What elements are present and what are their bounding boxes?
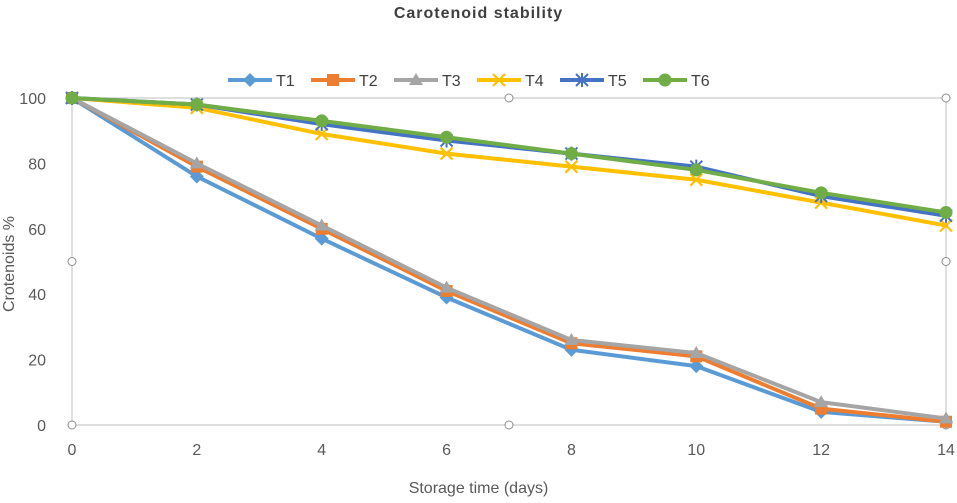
legend-item-t1: T1	[228, 73, 295, 90]
legend-marker	[243, 73, 257, 87]
series-t1	[65, 91, 953, 429]
data-point	[190, 98, 204, 112]
selection-handle	[67, 420, 77, 430]
series-line	[70, 96, 948, 424]
y-tick-label: 40	[28, 287, 46, 304]
chart-title: Carotenoid stability	[393, 5, 564, 22]
data-point	[814, 186, 828, 200]
data-point	[814, 395, 829, 408]
y-tick-label: 0	[37, 418, 46, 435]
legend-item-t4: T4	[477, 73, 544, 90]
series-t3	[65, 91, 953, 424]
selection-handle	[941, 257, 951, 266]
data-point	[314, 231, 329, 246]
data-point	[564, 332, 579, 345]
legend-marker	[492, 73, 506, 87]
y-tick-label: 100	[19, 91, 46, 108]
data-point	[689, 359, 704, 374]
legend-item-t3: T3	[394, 73, 461, 90]
legend-label: T6	[691, 73, 710, 90]
series-t6	[65, 91, 953, 219]
data-point	[564, 147, 578, 161]
selection-handle	[67, 257, 77, 266]
data-point	[440, 130, 454, 144]
series-line	[70, 96, 948, 228]
series-line	[70, 96, 948, 218]
data-point	[689, 172, 704, 187]
x-tick-label: 8	[567, 442, 576, 459]
legend-label: T4	[525, 73, 544, 90]
y-tick-label: 80	[28, 156, 46, 173]
x-axis-label: Storage time (days)	[408, 480, 549, 497]
y-tick-label: 60	[28, 222, 46, 239]
x-tick-label: 4	[317, 442, 326, 459]
x-tick-label: 12	[812, 442, 830, 459]
x-tick-label: 14	[937, 442, 955, 459]
legend-label: T1	[276, 73, 295, 90]
data-point	[564, 159, 579, 174]
data-point	[314, 218, 329, 231]
legend-item-t2: T2	[311, 73, 378, 90]
x-tick-label: 2	[192, 442, 201, 459]
legend-label: T5	[608, 73, 627, 90]
x-tick-label: 6	[442, 442, 451, 459]
data-point	[315, 114, 329, 128]
legend-item-t6: T6	[643, 73, 710, 90]
data-point	[939, 411, 953, 424]
data-point	[439, 280, 454, 293]
data-point	[939, 205, 953, 219]
data-point	[439, 146, 454, 161]
series-line	[70, 96, 948, 215]
data-point	[689, 346, 704, 359]
series-line	[70, 96, 948, 421]
legend-marker	[409, 73, 423, 85]
legend-label: T2	[359, 73, 378, 90]
legend-item-t5: T5	[560, 73, 627, 90]
data-point	[189, 156, 204, 169]
series-t2	[66, 92, 952, 428]
data-point	[939, 218, 953, 233]
legend-label: T3	[442, 73, 461, 90]
legend-marker	[575, 73, 589, 87]
legend-marker	[658, 73, 672, 87]
x-tick-label: 10	[687, 442, 705, 459]
x-tick-label: 0	[68, 442, 77, 459]
selection-handle	[504, 93, 514, 103]
legend-marker	[327, 74, 339, 86]
y-tick-label: 20	[28, 353, 46, 370]
data-point	[189, 169, 204, 184]
data-point	[65, 91, 79, 105]
data-point	[314, 127, 329, 141]
legend: T1 T2 T3 T4 T5 T6	[228, 73, 710, 90]
data-point	[689, 163, 703, 177]
selection-handle	[941, 93, 951, 103]
series-line	[70, 96, 948, 424]
selection-handle	[504, 420, 514, 430]
